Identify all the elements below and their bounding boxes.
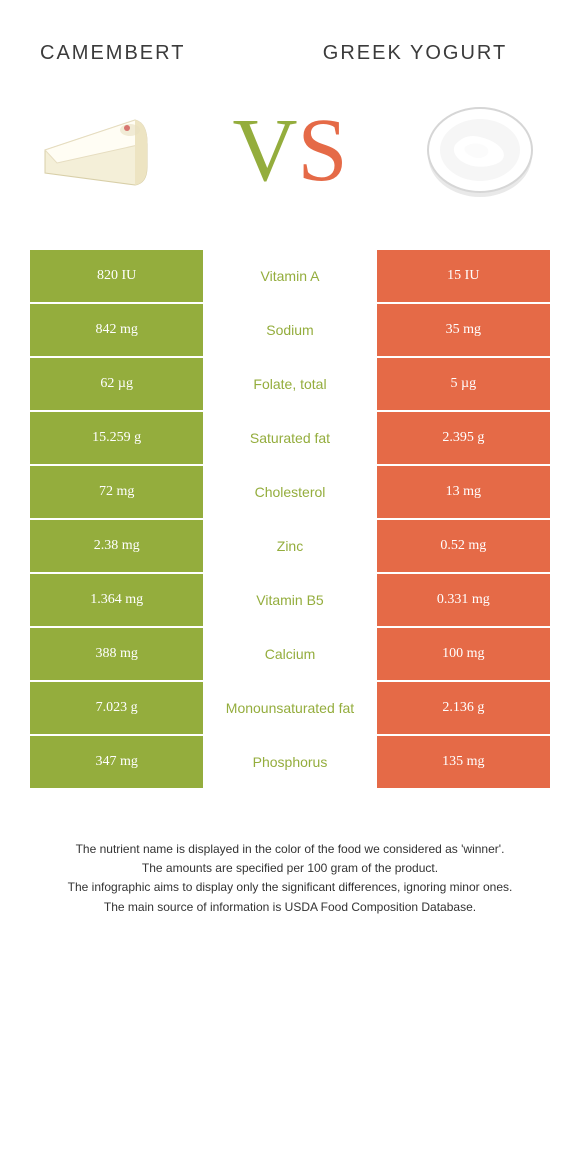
nutrient-label-cell: Phosphorus <box>203 736 376 788</box>
left-value-cell: 7.023 g <box>30 682 203 734</box>
left-value-cell: 347 mg <box>30 736 203 788</box>
left-value-cell: 820 IU <box>30 250 203 302</box>
nutrient-label: Phosphorus <box>253 754 328 770</box>
right-value-cell: 13 mg <box>377 466 550 518</box>
image-row: VS <box>30 90 550 210</box>
nutrient-label-cell: Calcium <box>203 628 376 680</box>
footer-line: The nutrient name is displayed in the co… <box>40 840 540 859</box>
nutrient-label-cell: Vitamin B5 <box>203 574 376 626</box>
left-value-cell: 2.38 mg <box>30 520 203 572</box>
nutrient-label: Cholesterol <box>255 484 326 500</box>
nutrient-label: Vitamin B5 <box>256 592 323 608</box>
right-value-cell: 2.395 g <box>377 412 550 464</box>
table-row: 15.259 g Saturated fat 2.395 g <box>30 412 550 466</box>
nutrient-label: Saturated fat <box>250 430 330 446</box>
right-value-cell: 100 mg <box>377 628 550 680</box>
nutrient-label-cell: Saturated fat <box>203 412 376 464</box>
nutrient-table: 820 IUVitamin A15 IU842 mgSodium35 mg62 … <box>30 250 550 790</box>
table-row: 820 IU Vitamin A 15 IU <box>30 250 550 304</box>
vs-label: VS <box>232 99 347 202</box>
table-row: 62 µg Folate, total 5 µg <box>30 358 550 412</box>
nutrient-label-cell: Zinc <box>203 520 376 572</box>
nutrient-label: Sodium <box>266 322 313 338</box>
nutrient-label: Zinc <box>277 538 303 554</box>
left-value-cell: 1.364 mg <box>30 574 203 626</box>
table-row: 72 mg Cholesterol 13 mg <box>30 466 550 520</box>
vs-v: V <box>232 99 297 202</box>
right-value-cell: 2.136 g <box>377 682 550 734</box>
right-value-cell: 15 IU <box>377 250 550 302</box>
left-food-title: Camembert <box>30 40 290 66</box>
right-value-cell: 0.52 mg <box>377 520 550 572</box>
left-value-cell: 388 mg <box>30 628 203 680</box>
nutrient-label: Calcium <box>265 646 316 662</box>
title-row: Camembert Greek Yogurt <box>30 40 550 66</box>
table-row: 2.38 mg Zinc 0.52 mg <box>30 520 550 574</box>
table-row: 1.364 mg Vitamin B5 0.331 mg <box>30 574 550 628</box>
nutrient-label-cell: Monounsaturated fat <box>203 682 376 734</box>
yogurt-image <box>410 90 550 210</box>
nutrient-label: Vitamin A <box>261 268 320 284</box>
right-value-cell: 35 mg <box>377 304 550 356</box>
nutrient-label-cell: Cholesterol <box>203 466 376 518</box>
vs-s: S <box>297 99 347 202</box>
footer-notes: The nutrient name is displayed in the co… <box>30 840 550 917</box>
nutrient-label-cell: Sodium <box>203 304 376 356</box>
nutrient-label-cell: Folate, total <box>203 358 376 410</box>
table-row: 388 mg Calcium 100 mg <box>30 628 550 682</box>
nutrient-label: Folate, total <box>253 376 326 392</box>
left-value-cell: 15.259 g <box>30 412 203 464</box>
nutrient-label: Monounsaturated fat <box>226 700 354 716</box>
right-value-cell: 5 µg <box>377 358 550 410</box>
table-row: 7.023 g Monounsaturated fat 2.136 g <box>30 682 550 736</box>
camembert-image <box>30 90 170 210</box>
table-row: 347 mg Phosphorus 135 mg <box>30 736 550 790</box>
footer-line: The infographic aims to display only the… <box>40 878 540 897</box>
left-value-cell: 72 mg <box>30 466 203 518</box>
nutrient-label-cell: Vitamin A <box>203 250 376 302</box>
left-value-cell: 842 mg <box>30 304 203 356</box>
right-value-cell: 135 mg <box>377 736 550 788</box>
footer-line: The main source of information is USDA F… <box>40 898 540 917</box>
footer-line: The amounts are specified per 100 gram o… <box>40 859 540 878</box>
left-value-cell: 62 µg <box>30 358 203 410</box>
table-row: 842 mg Sodium 35 mg <box>30 304 550 358</box>
right-food-title: Greek Yogurt <box>290 40 550 66</box>
right-value-cell: 0.331 mg <box>377 574 550 626</box>
